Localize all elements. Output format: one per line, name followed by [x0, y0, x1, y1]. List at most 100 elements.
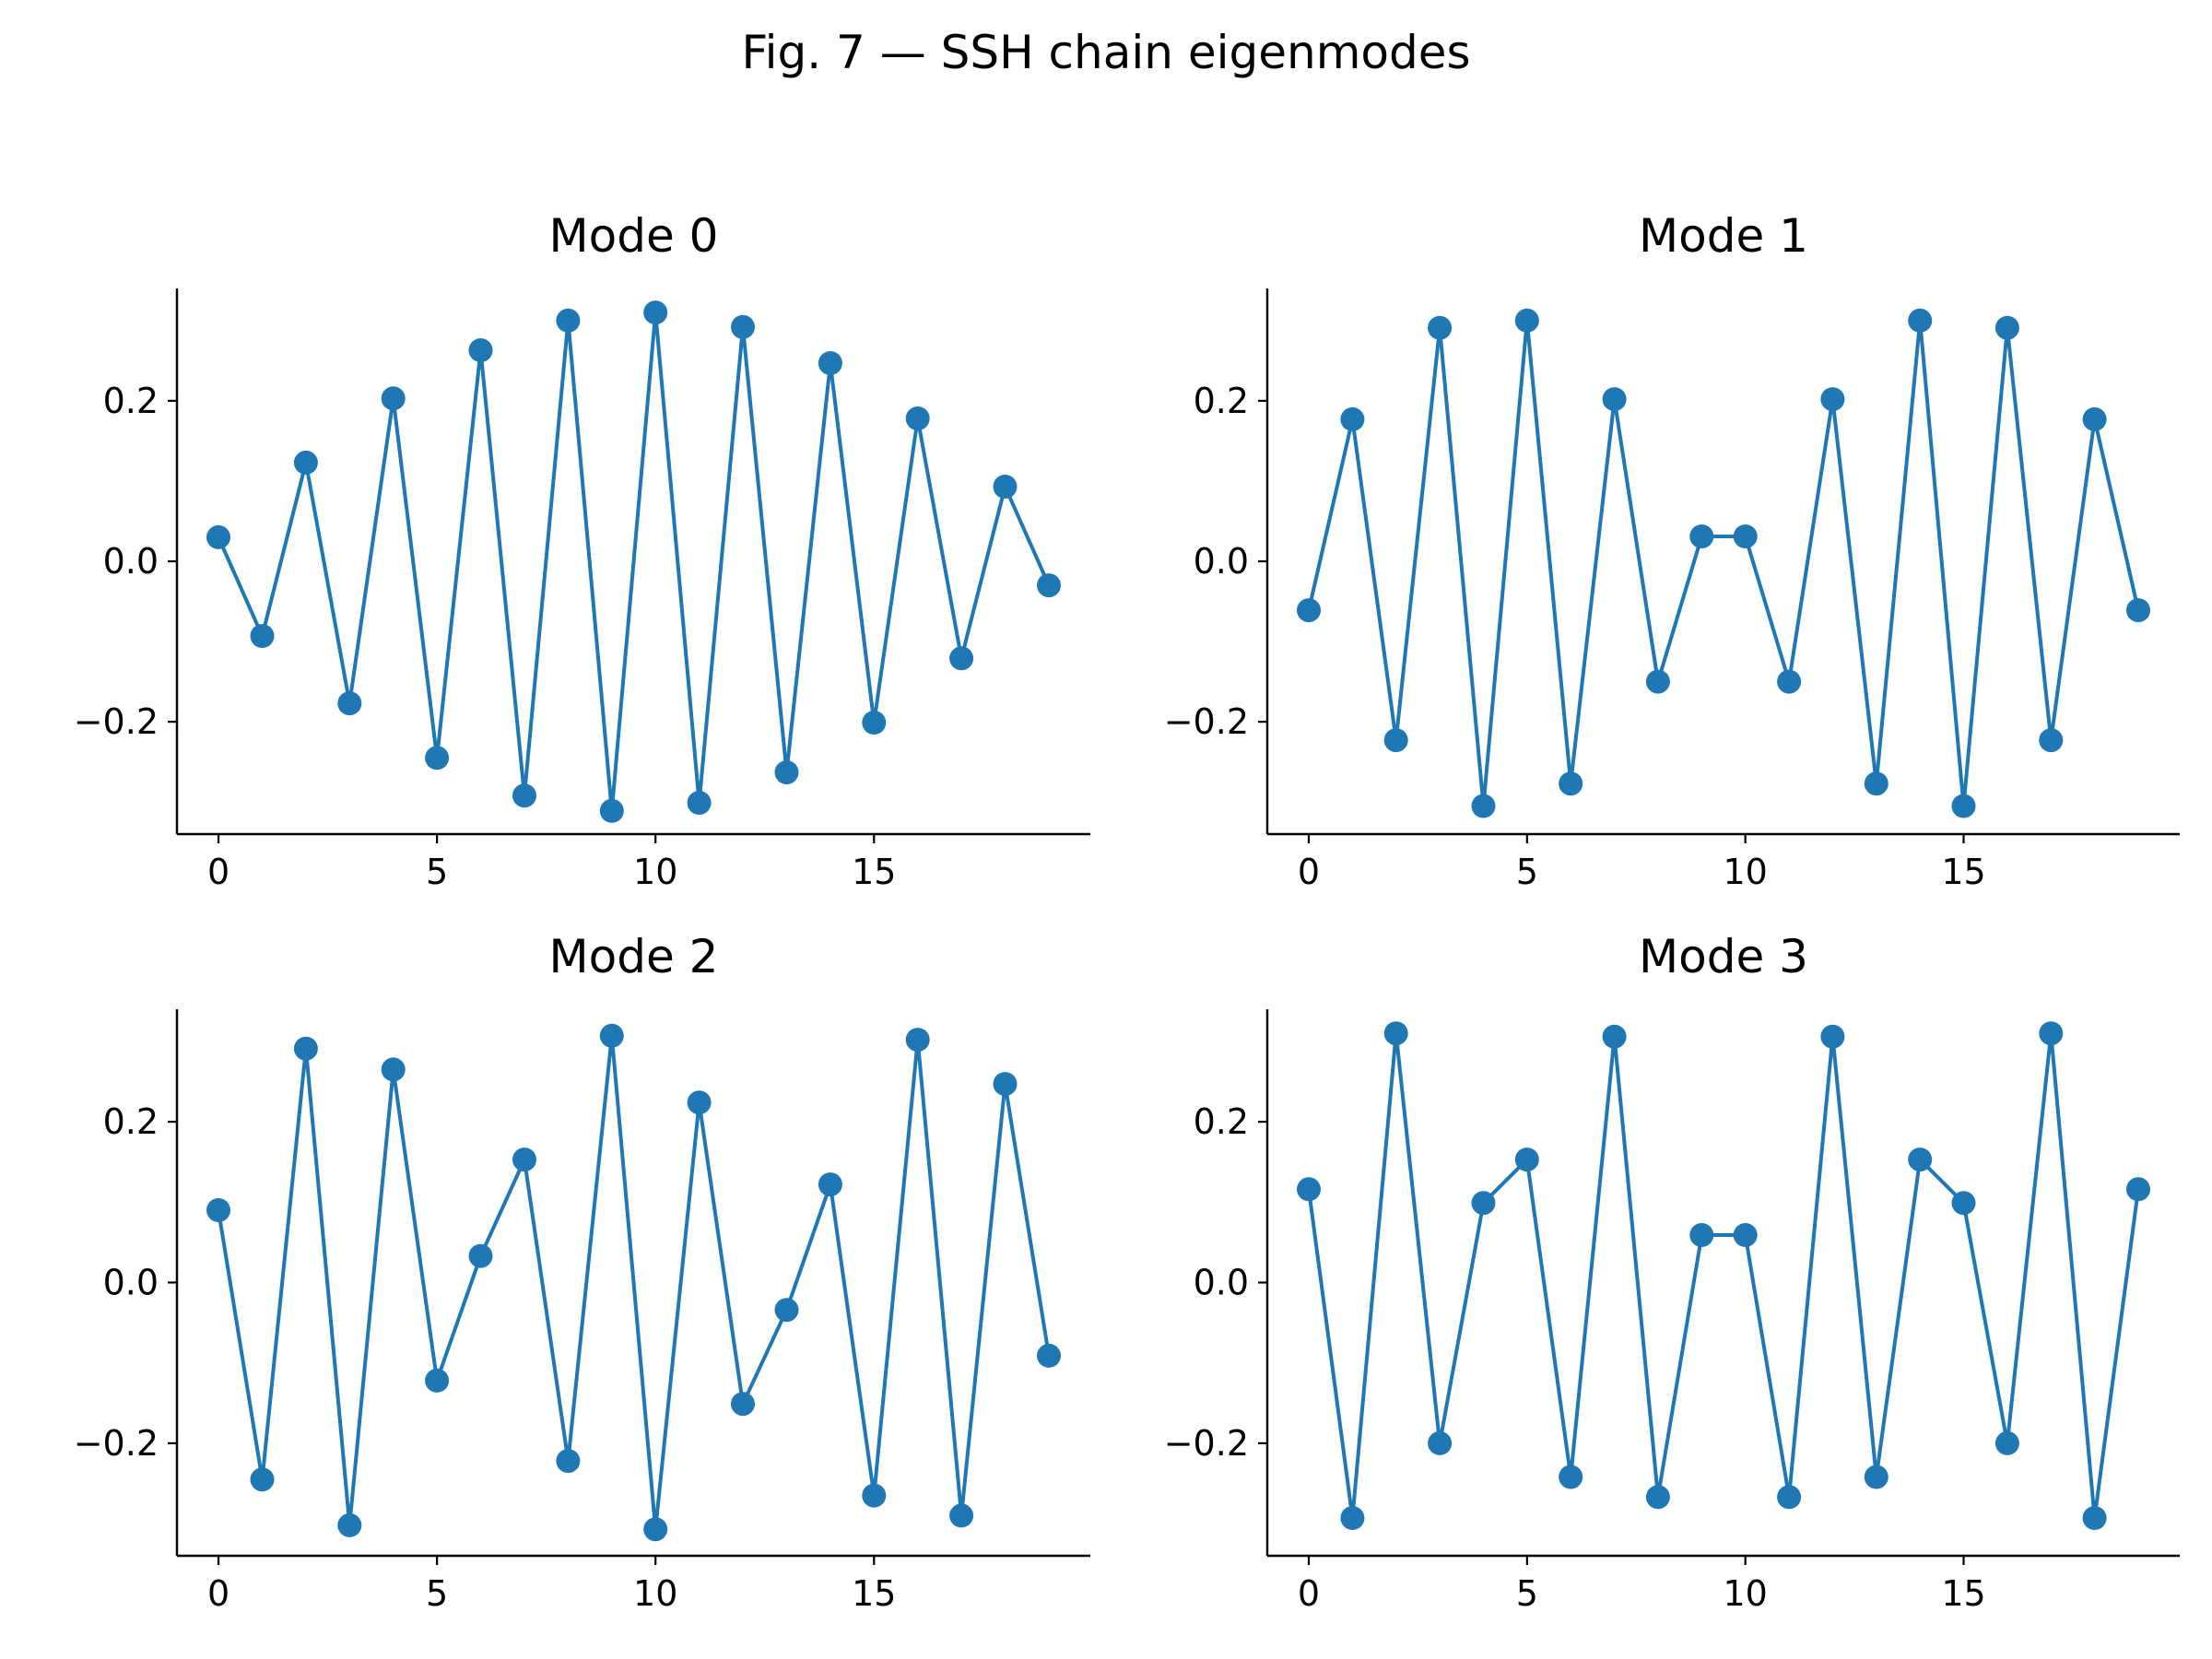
- data-point: [206, 1198, 230, 1222]
- data-point: [1428, 315, 1453, 340]
- x-tick-label: 10: [1724, 1573, 1768, 1614]
- data-point: [731, 1392, 755, 1417]
- y-tick-label: 0.0: [103, 1263, 159, 1303]
- data-point: [1864, 1465, 1888, 1489]
- data-point: [1340, 406, 1365, 431]
- subplot-title: Mode 2: [549, 930, 719, 983]
- x-tick-label: 5: [1516, 1573, 1538, 1614]
- data-point: [1297, 1177, 1321, 1202]
- data-point: [1689, 1223, 1714, 1247]
- data-point: [425, 746, 450, 771]
- x-tick-label: 15: [852, 852, 896, 892]
- x-tick-label: 0: [207, 852, 229, 892]
- data-point: [1602, 387, 1627, 412]
- data-point: [1951, 1191, 1976, 1216]
- data-point: [1428, 1430, 1453, 1455]
- data-point: [818, 351, 842, 375]
- data-point: [2039, 728, 2064, 753]
- subplot-title: Mode 1: [1639, 209, 1808, 263]
- data-point: [337, 691, 362, 716]
- data-point: [2126, 1177, 2150, 1202]
- y-tick-label: −0.2: [74, 701, 159, 742]
- data-point: [687, 1090, 712, 1115]
- data-point: [206, 524, 230, 549]
- data-point: [774, 1298, 799, 1323]
- data-point: [1383, 728, 1408, 753]
- y-tick-label: 0.2: [1194, 381, 1249, 421]
- data-point: [381, 1057, 406, 1082]
- data-point: [1994, 315, 2019, 340]
- data-point: [1951, 794, 1976, 818]
- y-tick-label: −0.2: [1164, 701, 1249, 742]
- data-point: [1908, 308, 1933, 333]
- y-tick-label: 0.2: [1194, 1101, 1249, 1142]
- data-point: [1037, 1343, 1061, 1368]
- x-tick-label: 10: [633, 1573, 677, 1614]
- figure-title: Fig. 7 — SSH chain eigenmodes: [741, 26, 1470, 79]
- series-line: [1307, 318, 2140, 808]
- data-point: [731, 314, 755, 339]
- x-tick-label: 15: [1941, 852, 1985, 892]
- data-point: [1514, 1147, 1539, 1172]
- y-tick-label: −0.2: [1164, 1423, 1249, 1464]
- x-tick-label: 10: [1724, 852, 1768, 892]
- data-point: [643, 1517, 668, 1542]
- series-line: [1307, 1031, 2140, 1520]
- data-point: [862, 1483, 887, 1508]
- x-tick-label: 0: [207, 1573, 229, 1614]
- x-tick-label: 5: [1516, 852, 1538, 892]
- data-point: [1297, 598, 1321, 623]
- data-point: [1514, 308, 1539, 333]
- data-point: [512, 1147, 536, 1172]
- data-point: [1733, 524, 1758, 548]
- data-point: [2082, 406, 2107, 431]
- data-point: [1733, 1223, 1758, 1247]
- subplot-title: Mode 3: [1639, 930, 1808, 983]
- data-point: [1602, 1024, 1627, 1049]
- data-point: [2082, 1506, 2107, 1530]
- y-tick-label: 0.0: [1194, 541, 1249, 582]
- data-point: [1471, 794, 1496, 818]
- data-point: [599, 798, 624, 823]
- subplot-mode-1: Mode 1 0 5 10 15 −0.2 0.0 0.2: [1164, 209, 2180, 892]
- data-point: [949, 1503, 974, 1528]
- y-tick-label: 0.0: [1194, 1263, 1249, 1303]
- x-tick-label: 15: [852, 1573, 896, 1614]
- data-point: [643, 300, 668, 325]
- data-point: [1994, 1430, 2019, 1455]
- x-tick-label: 5: [426, 852, 448, 892]
- data-point: [687, 791, 712, 815]
- data-point: [1820, 1024, 1845, 1049]
- subplot-title: Mode 0: [549, 209, 719, 263]
- x-tick-label: 0: [1298, 852, 1320, 892]
- subplot-mode-0: Mode 0 0 5 10 15 −0.2 0.0 0.2: [74, 209, 1090, 892]
- y-tick-label: −0.2: [74, 1423, 159, 1464]
- data-point: [250, 1467, 275, 1492]
- data-point: [337, 1512, 362, 1537]
- data-point: [1559, 771, 1583, 796]
- y-tick-label: 0.2: [103, 381, 159, 421]
- data-point: [905, 406, 930, 430]
- subplot-mode-3: Mode 3 0 5 10 15 −0.2 0.0 0.2: [1164, 930, 2180, 1614]
- data-point: [774, 760, 799, 784]
- data-point: [1777, 1485, 1802, 1510]
- data-point: [905, 1028, 930, 1053]
- data-point: [468, 338, 493, 362]
- data-point: [599, 1023, 624, 1048]
- data-point: [1559, 1465, 1583, 1489]
- subplot-mode-2: Mode 2 0 5 10 15 −0.2 0.0 0.2: [74, 930, 1090, 1614]
- data-point: [1340, 1506, 1365, 1530]
- data-point: [1689, 524, 1714, 548]
- x-tick-label: 0: [1298, 1573, 1320, 1614]
- data-point: [2039, 1021, 2064, 1046]
- series-line: [217, 1033, 1051, 1532]
- data-point: [512, 783, 536, 808]
- data-point: [556, 1449, 581, 1474]
- data-point: [381, 386, 406, 411]
- data-point: [1645, 1485, 1670, 1510]
- data-point: [425, 1368, 450, 1393]
- data-point: [862, 711, 887, 735]
- data-point: [2126, 598, 2150, 623]
